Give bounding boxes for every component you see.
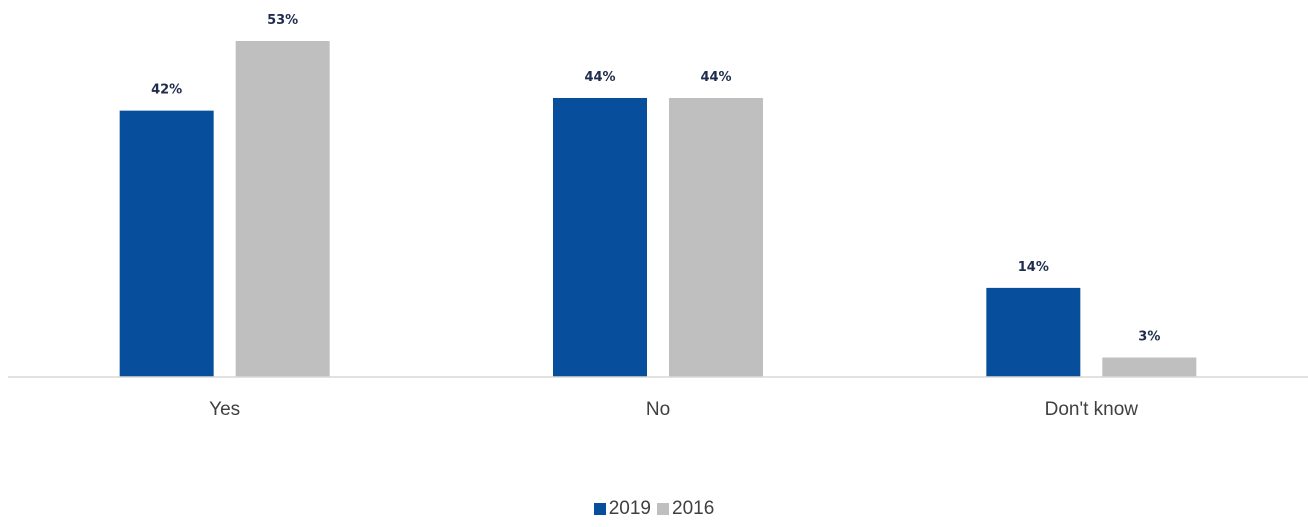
legend-label-2016: 2016 xyxy=(672,498,715,519)
bar-2016-no xyxy=(669,97,763,377)
value-label-2016-don-t-know: 3% xyxy=(1138,330,1160,345)
category-label: Yes xyxy=(209,399,240,420)
value-label-2016-no: 44% xyxy=(700,70,731,85)
legend-swatch-2019 xyxy=(593,503,606,515)
value-label-2019-no: 44% xyxy=(584,70,615,85)
category-labels-layer: Yes No Don't know xyxy=(209,399,1138,420)
bars-layer xyxy=(119,41,1197,377)
value-label-2019-yes: 42% xyxy=(151,83,182,98)
category-label: Don't know xyxy=(1045,399,1139,420)
bar-2019-don-t-know xyxy=(986,287,1081,377)
value-label-2019-don-t-know: 14% xyxy=(1018,260,1049,275)
legend-item-2016: 2016 xyxy=(657,498,714,520)
legend-swatch-2016 xyxy=(657,503,669,515)
legend-item-2019: 2019 xyxy=(593,498,651,520)
legend-label-2019: 2019 xyxy=(608,498,651,519)
bar-2016-yes xyxy=(235,41,330,377)
value-label-2016-yes: 53% xyxy=(267,13,298,28)
category-label: No xyxy=(646,399,670,420)
legend: 2019 2016 xyxy=(0,498,1308,520)
bar-2016-don-t-know xyxy=(1102,357,1197,377)
bar-2019-no xyxy=(553,97,647,377)
value-labels-layer: 42% 53% 44% 44% 14% 3% xyxy=(151,13,1160,345)
bar-2019-yes xyxy=(119,110,214,377)
